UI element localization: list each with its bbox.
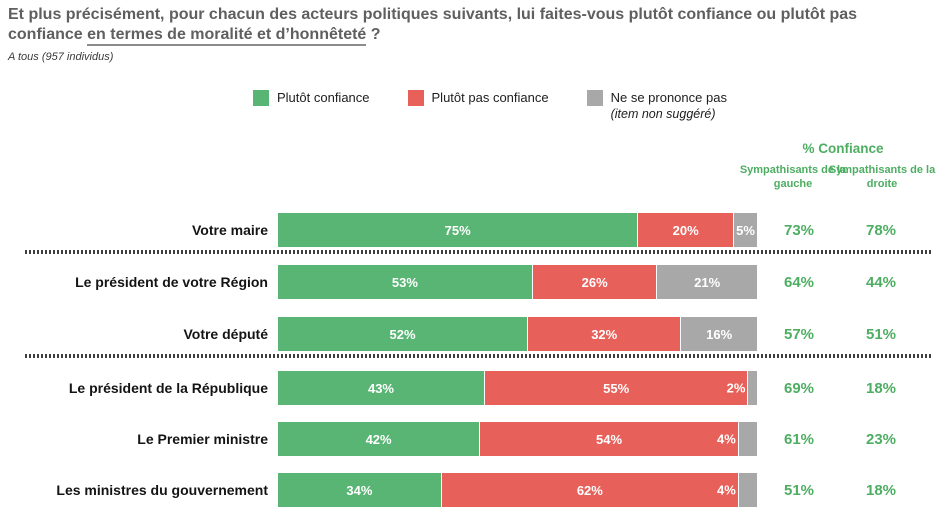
legend-item-plutot-confiance: Plutôt confiance [253,89,370,123]
segment-ne-se-prononce-pas: 16% [680,317,757,351]
row-label: Le président de la République [68,380,268,396]
segment-plutot-confiance: 43% [278,371,484,405]
confidence-gauche-value: 64% [783,273,815,291]
stacked-bar: 42% 54% 4% [278,422,757,456]
confidence-gauche-value: 73% [783,221,815,239]
segment-plutot-pas-confiance: 55% [483,371,748,405]
confidence-column-header: % Confiance [802,141,884,156]
legend-label-sub: (item non suggéré) [610,107,716,121]
confidence-droite-value: 78% [865,221,897,239]
bar-value-label: 21% [694,274,721,290]
chart-row: Le président de la République 43% 55% 2% 69%… [0,371,937,405]
legend-item-plutot-pas-confiance: Plutôt pas confiance [407,89,549,123]
title-underlined-phrase: en termes de moralité et d’honnêteté [87,26,367,46]
bar-value-label: 54% [595,431,623,447]
row-label: Les ministres du gouvernement [56,482,268,498]
bar-value-label: 62% [576,482,603,498]
segment-plutot-pas-confiance: 62% [440,473,738,507]
sample-note: A tous (957 individus) [8,51,114,63]
bar-value-label: 20% [672,222,699,238]
segment-plutot-confiance: 52% [278,317,528,351]
confidence-droite-value: 18% [865,379,897,397]
bar-value-label: 32% [591,326,618,342]
segment-plutot-pas-confiance: 54% [479,422,738,456]
confidence-droite-value: 51% [865,325,897,343]
chart-row: Le président de votre Région 53% 26% 21% 64%… [0,265,937,299]
stacked-bar: 52% 32% 16% [278,317,757,351]
segment-ne-se-prononce-pas: 5% [733,213,757,247]
stacked-bar: 43% 55% 2% [278,371,757,405]
segment-plutot-pas-confiance: 20% [637,213,734,247]
confidence-gauche-value: 69% [783,379,815,397]
bar-value-label: 16% [706,326,733,342]
bar-value-label: 5% [736,222,755,238]
segment-plutot-confiance: 42% [278,422,480,456]
legend-label: Plutôt confiance [277,90,370,105]
bar-value-label: 55% [603,380,630,396]
confidence-gauche-value: 57% [783,325,815,343]
confidence-droite-value: 44% [865,273,897,291]
chart-row: Votre maire 75% 20% 5% 73% 78% [0,213,937,247]
legend-item-ne-se-prononce-pas: Ne se prononce pas (item non suggéré) [586,89,727,123]
dotted-separator [25,354,932,358]
confidence-subheader-droite: Sympathisants de la droite [828,164,936,190]
confidence-gauche-value: 61% [783,430,815,448]
confidence-gauche-value: 51% [783,481,815,499]
segment-ne-se-prononce-pas [737,422,757,456]
dotted-separator [25,250,932,254]
legend-label: Ne se prononce pas (item non suggéré) [611,89,727,123]
segment-plutot-confiance: 53% [278,265,532,299]
confidence-droite-value: 23% [865,430,897,448]
bar-value-label: 2% [726,380,746,396]
bar-value-label: 26% [581,274,608,290]
bar-value-label: 34% [346,482,373,498]
row-label: Votre maire [192,222,268,238]
bar-value-label: 4% [717,431,736,447]
legend-swatch-gray [586,90,603,106]
bar-value-label: 53% [391,274,418,290]
stacked-bar: 34% 62% 4% [278,473,757,507]
chart-row: Le Premier ministre 42% 54% 4% 61% 23% [0,422,937,456]
row-label: Le président de votre Région [75,274,268,290]
confidence-droite-value: 18% [865,481,897,499]
page-title: Et plus précisément, pour chacun des act… [8,5,932,46]
stacked-bar: 75% 20% 5% [278,213,757,247]
title-text: Et plus précisément, pour chacun des act… [8,6,858,43]
segment-plutot-pas-confiance: 26% [531,265,657,299]
segment-plutot-confiance: 75% [278,213,638,247]
stacked-bar: 53% 26% 21% [278,265,757,299]
segment-ne-se-prononce-pas [737,473,757,507]
confidence-subheader-gauche: Sympathisants de la gauche [739,164,847,190]
segment-ne-se-prononce-pas [747,371,757,405]
legend-label: Plutôt pas confiance [431,90,549,105]
legend: Plutôt confiance Plutôt pas confiance Ne… [253,89,727,123]
bar-value-label: 4% [717,482,736,498]
chart-row: Les ministres du gouvernement 34% 62% 4% 51%… [0,473,937,507]
segment-ne-se-prononce-pas: 21% [656,265,757,299]
bar-value-label: 42% [365,431,392,447]
segment-plutot-confiance: 34% [278,473,441,507]
legend-swatch-green [253,90,269,106]
row-label: Votre député [183,326,268,342]
legend-label-main: Ne se prononce pas [610,90,727,105]
title-question-mark: ? [366,26,381,43]
legend-swatch-red [407,90,424,106]
bar-value-label: 43% [367,380,394,396]
bar-value-label: 52% [389,326,416,342]
bar-value-label: 75% [444,222,471,238]
chart-row: Votre député 52% 32% 16% 57% 51% [0,317,937,351]
row-label: Le Premier ministre [137,431,268,447]
segment-plutot-pas-confiance: 32% [527,317,681,351]
